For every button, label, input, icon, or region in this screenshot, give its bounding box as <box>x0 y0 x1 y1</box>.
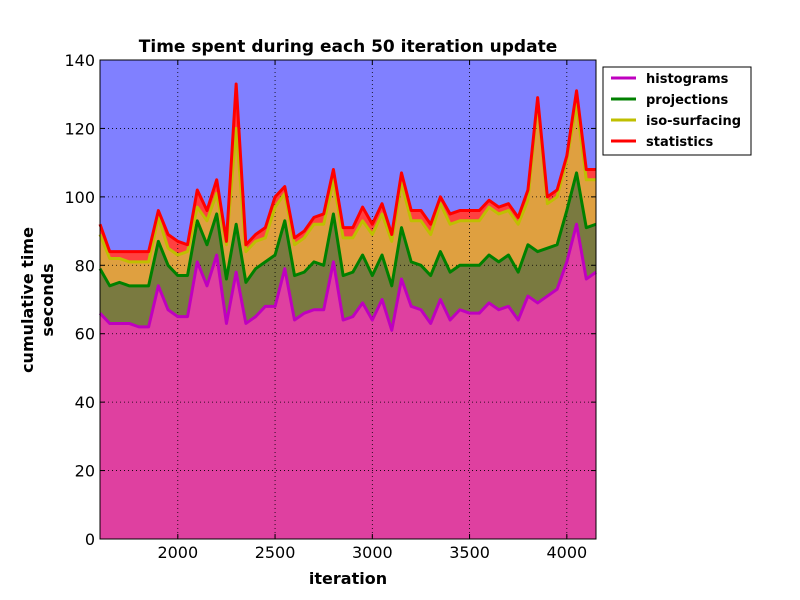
area-fill-projections <box>100 172 596 331</box>
x-tick-label: 2500 <box>255 543 296 562</box>
legend-label-statistics: statistics <box>646 135 714 150</box>
chart-title: Time spent during each 50 iteration upda… <box>139 37 557 57</box>
y-tick-label: 60 <box>75 325 95 344</box>
y-tick-label: 40 <box>75 393 95 412</box>
area-fill-histograms <box>100 224 596 539</box>
series-line-iso-surfacing <box>98 99 596 264</box>
lines-layer <box>98 82 597 332</box>
y-axis-label-line-1: cumulative time <box>18 227 37 373</box>
ticks-layer: 2000 2500 3000 3500 4000 0 20 40 60 80 100 120 140 <box>64 51 596 562</box>
x-tick-label: 2000 <box>157 543 198 562</box>
x-tick-label: 3500 <box>449 543 490 562</box>
series-line-histograms <box>98 222 597 332</box>
legend-label-projections: projections <box>646 93 728 108</box>
y-tick-label: 0 <box>85 530 95 549</box>
y-tick-label: 100 <box>64 188 95 207</box>
x-tick-label: 3000 <box>352 543 393 562</box>
area-fill-statistics <box>100 83 596 262</box>
plot-frame <box>99 59 597 540</box>
areas-layer <box>100 60 596 539</box>
y-axis-label-group: cumulative time seconds <box>18 227 57 373</box>
legend: histograms projections iso-surfacing statis… <box>602 66 752 156</box>
grid-layer <box>100 60 596 539</box>
legend-label-histograms: histograms <box>646 72 729 87</box>
legend-label-iso-surfacing: iso-surfacing <box>646 114 741 129</box>
y-tick-label: 20 <box>75 462 95 481</box>
y-tick-label: 140 <box>64 51 95 70</box>
y-axis-label-line-2: seconds <box>38 263 57 336</box>
series-line-statistics <box>98 82 596 254</box>
x-tick-label: 4000 <box>546 543 587 562</box>
y-tick-label: 80 <box>75 256 95 275</box>
legend-entries: histograms projections iso-surfacing statis… <box>611 72 741 150</box>
y-tick-label: 120 <box>64 119 95 138</box>
x-axis-label: iteration <box>309 569 387 588</box>
series-line-projections <box>98 171 597 288</box>
